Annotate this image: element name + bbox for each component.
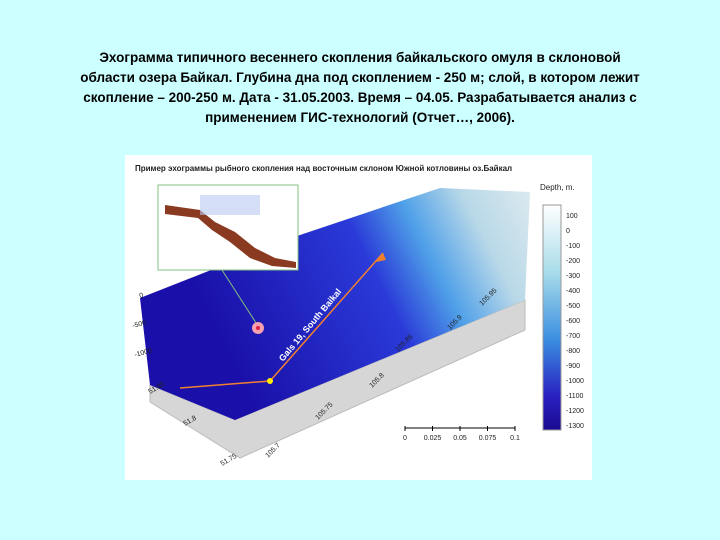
legend-tick-label: -1000 [566,378,584,385]
scale-label: 0.075 [479,435,497,442]
legend-tick-label: -900 [566,363,580,370]
legend-tick-label: -600 [566,318,580,325]
scale-label: 0.025 [424,435,442,442]
legend-tick-label: -700 [566,333,580,340]
header-line: скопление – 200-250 м. Дата - 31.05.2003… [83,90,637,105]
header: Эхограмма типичного весеннего скопления … [80,50,640,125]
legend-tick-label: -1200 [566,408,584,415]
legend-tick-label: -400 [566,288,580,295]
echogram-noise [200,195,260,215]
legend-tick-label: -500 [566,303,580,310]
depth-colorbar [542,204,562,431]
scale-label: 0.05 [453,435,467,442]
scale-label: 0 [403,435,407,442]
legend-tick-label: -100 [566,243,580,250]
scale-label: 0.1 [510,435,520,442]
legend-tick-label: -1300 [566,423,584,430]
depth-label: 0 [139,292,145,300]
legend-title: Depth, m. [540,183,575,192]
legend-tick-label: -800 [566,348,580,355]
legend-tick-label: -300 [566,273,580,280]
connector [221,269,259,327]
header-line: Эхограмма типичного весеннего скопления … [99,50,620,65]
legend-tick-label: 100 [566,213,578,220]
legend-tick-label: 0 [566,228,570,235]
echogram-bottom [165,205,296,268]
terrain-surface [140,188,530,420]
figure-title: Пример эхограммы рыбного скопления над в… [135,164,512,173]
depth-label: -500 [132,320,147,330]
header-line: области озера Байкал. Глубина дна под ск… [80,70,640,85]
track-point [267,378,273,384]
track-arrow [376,253,386,262]
legend-tick-label: -200 [566,258,580,265]
legend-tick-label: -1100 [566,393,583,400]
header-line: применением ГИС-технологий (Отчет…, 2006… [205,110,515,125]
depth-label: -1000 [134,348,153,359]
school-center [256,326,260,330]
